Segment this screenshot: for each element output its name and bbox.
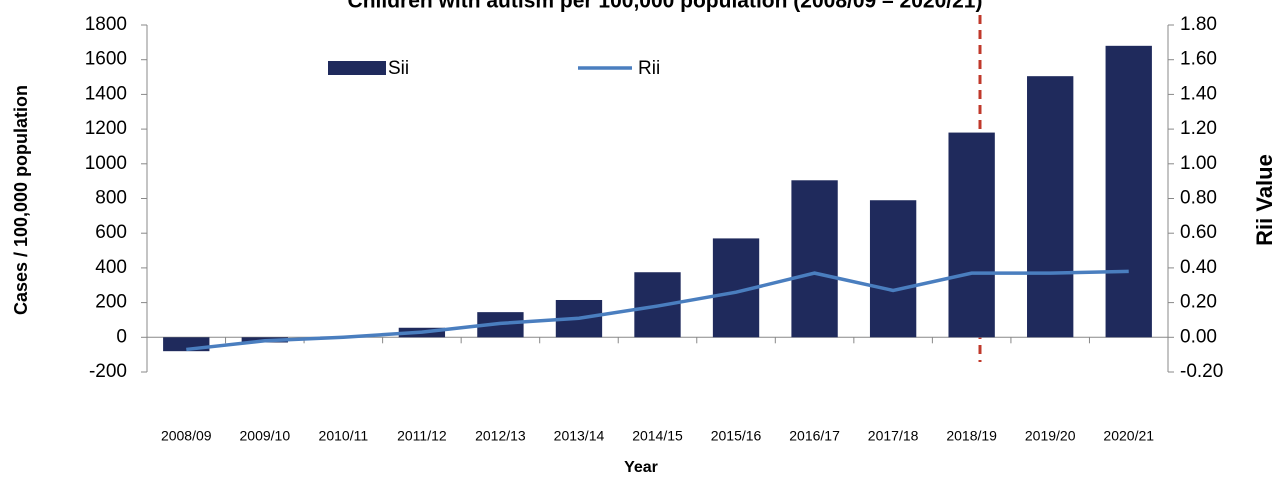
x-tick-label: 2011/12 [397,428,447,444]
y-tick-label: 0 [116,326,127,347]
y-tick-label: 1200 [85,118,127,139]
y2-axis-label: Rii Value [1252,154,1277,246]
x-tick-label: 2018/19 [946,428,997,444]
y2-tick-label: 1.60 [1180,49,1217,70]
y-tick-label: -200 [89,361,127,382]
x-tick-label: 2008/09 [161,428,212,444]
y-tick-label: 200 [95,292,127,313]
y2-tick-label: 1.20 [1180,118,1217,139]
y-tick-label: 1000 [85,153,127,174]
bar [1027,76,1074,338]
bar [869,200,917,338]
y-tick-label: 1400 [85,83,127,104]
y2-tick-label: 0.00 [1180,326,1217,347]
legend-label: Rii [638,58,660,79]
bar [791,180,838,338]
chart-title: Children with autism per 100,000 populat… [348,0,983,13]
y2-tick-label: 0.60 [1180,222,1217,243]
y2-tick-label: 1.00 [1180,153,1217,174]
y2-tick-label: 0.40 [1180,257,1217,278]
x-tick-label: 2009/10 [240,428,291,444]
x-tick-label: 2012/13 [475,428,526,444]
x-tick-label: 2015/16 [711,428,762,444]
bar [948,132,995,338]
x-axis-label: Year [624,459,658,476]
y-tick-label: 400 [95,257,127,278]
y2-tick-label: 1.40 [1180,83,1217,104]
x-tick-label: 2017/18 [868,428,919,444]
y2-tick-label: 0.80 [1180,188,1217,209]
x-tick-label: 2020/21 [1103,428,1154,444]
x-tick-label: 2019/20 [1025,428,1076,444]
y2-tick-label: 0.20 [1180,292,1217,313]
x-tick-label: 2013/14 [554,428,605,444]
bar [1105,45,1152,338]
legend-label: Sii [388,58,409,79]
y-axis-label: Cases / 100,000 population [11,85,31,315]
y-tick-label: 1800 [85,14,127,35]
line [186,269,1129,352]
y-tick-label: 800 [95,188,127,209]
x-tick-label: 2016/17 [789,428,840,444]
x-tick-label: 2010/11 [319,428,369,444]
legend-swatch [328,61,386,75]
y2-tick-label: 1.80 [1180,14,1217,35]
y-tick-label: 1600 [85,49,127,70]
y-tick-label: 600 [95,222,127,243]
x-tick-label: 2014/15 [632,428,683,444]
y2-tick-label: -0.20 [1180,361,1223,382]
